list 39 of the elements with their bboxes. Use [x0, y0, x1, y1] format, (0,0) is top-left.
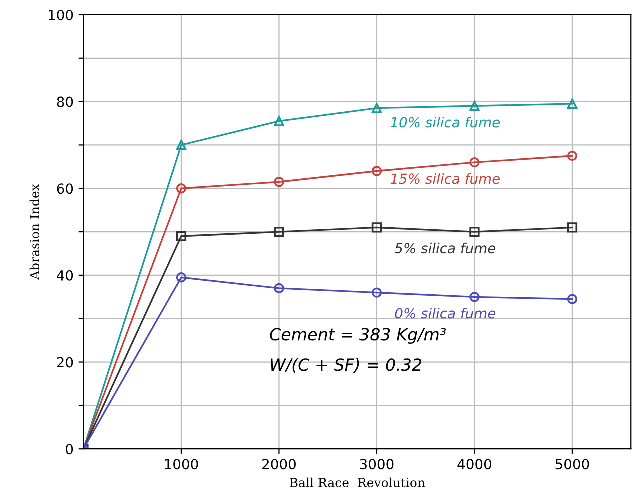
x-tick-label: 3000	[360, 459, 394, 470]
series-label: 0% silica fume	[395, 308, 496, 319]
y-tick-label: 80	[57, 96, 74, 108]
x-tick-label: 2000	[262, 459, 296, 470]
point	[176, 184, 187, 194]
point	[372, 288, 382, 298]
x-tick-label: 4000	[458, 459, 492, 470]
point	[372, 103, 382, 114]
y-tick-label: 0	[66, 444, 74, 455]
point	[274, 226, 284, 238]
point	[567, 98, 578, 110]
point	[274, 116, 284, 126]
point	[176, 140, 187, 150]
x-axis-title: Ball Race Revolution	[290, 478, 426, 488]
series-label: 15% silica fume	[390, 173, 500, 184]
point	[567, 150, 578, 162]
series-label: 5% silica fume	[394, 242, 496, 254]
point	[176, 231, 187, 242]
point	[470, 158, 480, 168]
point	[274, 177, 284, 188]
y-axis-title: Abrasion Index	[30, 184, 40, 280]
annotation: Cement = 383 Kg/m³	[270, 328, 446, 344]
x-tick-label: 5000	[556, 459, 590, 470]
point	[470, 292, 480, 302]
point	[567, 222, 578, 233]
point	[567, 294, 578, 304]
y-tick-label: 60	[57, 184, 74, 194]
point	[470, 226, 480, 238]
series-label: 10% silica fume	[390, 116, 500, 128]
point	[372, 222, 382, 233]
x-tick-label: 1000	[165, 459, 198, 470]
annotation: W/(C + SF) = 0.32	[271, 358, 422, 374]
point	[372, 166, 382, 176]
point	[274, 283, 284, 294]
y-tick-label: 100	[49, 10, 74, 20]
point	[176, 272, 187, 283]
point	[470, 101, 480, 112]
y-tick-label: 40	[57, 270, 74, 281]
y-tick-label: 20	[57, 357, 74, 368]
